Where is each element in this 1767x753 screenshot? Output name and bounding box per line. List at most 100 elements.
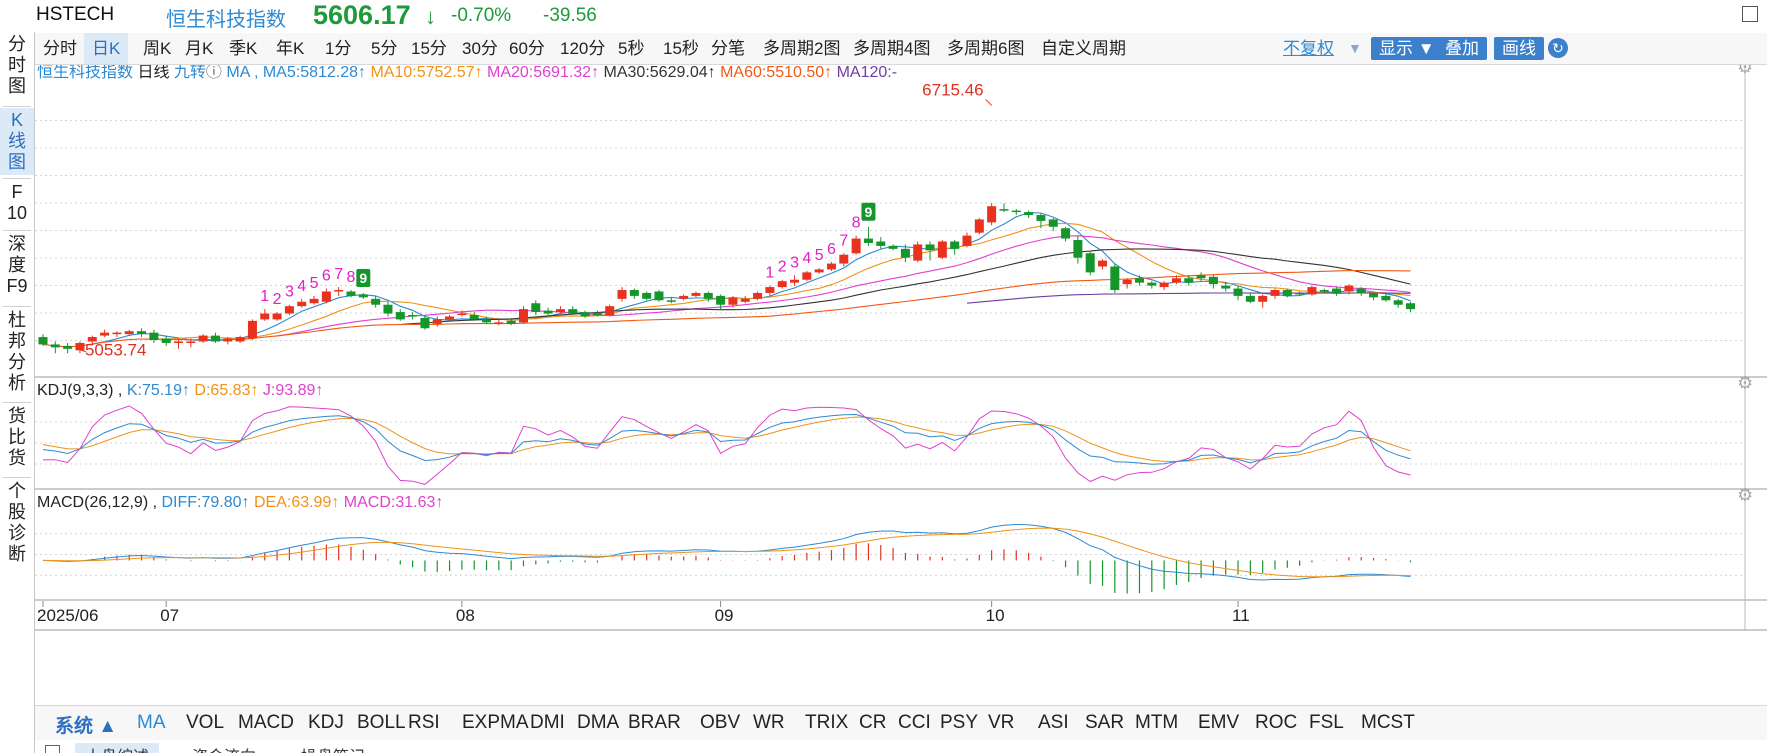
- system-indicator-select[interactable]: 系统 ▲: [55, 716, 118, 737]
- indicator-tab-cci[interactable]: CCI: [898, 712, 931, 733]
- x-axis-label: 08: [456, 606, 475, 625]
- sidebar-tab-dupont[interactable]: 杜 邦 分 析: [8, 310, 26, 393]
- indicator-tab-asi[interactable]: ASI: [1038, 712, 1069, 733]
- ma30-line: [400, 248, 1411, 326]
- candle-body: [1171, 278, 1181, 283]
- draw-line-button[interactable]: 画线: [1494, 37, 1544, 60]
- candle-body: [284, 306, 294, 314]
- indicator-tab-sar[interactable]: SAR: [1085, 712, 1125, 733]
- indicator-tab-fsl[interactable]: FSL: [1309, 712, 1344, 733]
- period-tab-1[interactable]: 日K: [84, 33, 129, 64]
- period-tab-2[interactable]: 周K: [143, 39, 172, 58]
- sidebar-tab-f9[interactable]: 深 度 F9: [6, 234, 28, 296]
- candle-body: [1147, 282, 1157, 286]
- candle-body: [198, 335, 208, 342]
- candle-body: [1208, 276, 1218, 285]
- period-tab-15[interactable]: 多周期2图: [763, 39, 841, 58]
- candle-body: [888, 245, 898, 249]
- period-tab-14[interactable]: 分笔: [711, 39, 745, 58]
- period-tab-16[interactable]: 多周期4图: [853, 39, 931, 58]
- sidebar-tab-kline[interactable]: K 线 图: [0, 108, 34, 175]
- indicator-tab-vr[interactable]: VR: [988, 712, 1015, 733]
- index-name[interactable]: 恒生科技指数: [166, 9, 286, 31]
- overlay-button[interactable]: 叠加: [1437, 37, 1487, 60]
- period-tab-17[interactable]: 多周期6图: [947, 39, 1025, 58]
- candle-body: [666, 300, 676, 302]
- footer-tab-0[interactable]: 大盘综述: [75, 743, 160, 753]
- symbol-code: HSTECH: [36, 4, 115, 25]
- indicator-tab-rsi[interactable]: RSI: [408, 712, 440, 733]
- ma20-line: [277, 235, 1411, 337]
- indicator-tab-brar[interactable]: BRAR: [628, 712, 681, 733]
- period-tab-4[interactable]: 季K: [229, 39, 258, 58]
- indicator-tab-psy[interactable]: PSY: [940, 712, 979, 733]
- footer-checkbox[interactable]: [45, 745, 60, 753]
- period-tab-5[interactable]: 年K: [276, 39, 305, 58]
- candle-body: [494, 322, 504, 324]
- indicator-tab-dma[interactable]: DMA: [577, 712, 620, 733]
- sidebar-tab-fenshi[interactable]: 分 时 图: [8, 34, 26, 96]
- period-tab-3[interactable]: 月K: [185, 39, 214, 58]
- price-annotation: 6715.46: [922, 80, 983, 99]
- window-toggle-icon[interactable]: [1742, 6, 1758, 22]
- sidebar-tab-diagnosis[interactable]: 个 股 诊 断: [8, 481, 26, 564]
- period-tab-0[interactable]: 分时: [43, 39, 77, 58]
- legend-jiuzhuan: 九转: [174, 65, 206, 81]
- indicator-tab-obv[interactable]: OBV: [700, 712, 741, 733]
- period-tab-8[interactable]: 15分: [411, 39, 447, 58]
- period-tab-13[interactable]: 15秒: [663, 39, 699, 58]
- indicator-tab-ma[interactable]: MA: [137, 712, 166, 733]
- candle-body: [962, 235, 972, 246]
- period-tab-18[interactable]: 自定义周期: [1041, 39, 1126, 58]
- sidebar-separator: [3, 402, 31, 403]
- td-count: 3: [790, 254, 799, 271]
- refresh-icon[interactable]: ↻: [1548, 38, 1568, 58]
- candle-body: [913, 244, 923, 261]
- period-tab-12[interactable]: 5秒: [618, 39, 645, 58]
- indicator-tab-vol[interactable]: VOL: [186, 712, 225, 733]
- indicator-tab-wr[interactable]: WR: [753, 712, 785, 733]
- period-tab-6[interactable]: 1分: [325, 39, 352, 58]
- indicator-tab-expma[interactable]: EXPMA: [462, 712, 529, 733]
- period-tab-11[interactable]: 120分: [560, 39, 606, 58]
- kdj-title: KDJ(9,3,3) ,: [37, 382, 127, 399]
- indicator-tab-emv[interactable]: EMV: [1198, 712, 1240, 733]
- candle-body: [950, 241, 960, 249]
- candle-body: [1381, 295, 1391, 301]
- indicator-tab-boll[interactable]: BOLL: [357, 712, 406, 733]
- indicator-tab-trix[interactable]: TRIX: [805, 712, 849, 733]
- indicator-tab-mtm[interactable]: MTM: [1135, 712, 1179, 733]
- footer-tab-1[interactable]: 资金流向: [192, 743, 256, 753]
- candle-body: [555, 309, 565, 313]
- candle-body: [1406, 303, 1416, 310]
- period-tab-9[interactable]: 30分: [462, 39, 498, 58]
- legend-ma-1: MA10:5752.57↑: [370, 65, 487, 81]
- indicator-tab-macd[interactable]: MACD: [238, 712, 294, 733]
- indicator-tab-cr[interactable]: CR: [859, 712, 887, 733]
- candle-body: [149, 332, 159, 341]
- period-tab-10[interactable]: 60分: [509, 39, 545, 58]
- period-tab-7[interactable]: 5分: [371, 39, 398, 58]
- candle-body: [309, 298, 319, 304]
- indicator-tab-mcst[interactable]: MCST: [1361, 712, 1415, 733]
- candle-body: [1307, 287, 1317, 295]
- indicator-tab-kdj[interactable]: KDJ: [308, 712, 344, 733]
- indicator-tab-dmi[interactable]: DMI: [530, 712, 565, 733]
- sidebar-separator: [3, 106, 31, 107]
- indicator-tab-roc[interactable]: ROC: [1255, 712, 1298, 733]
- sidebar-tab-compare[interactable]: 货 比 货: [8, 406, 26, 468]
- kdj-legend-0: K:75.19↑: [127, 382, 195, 399]
- show-button[interactable]: 显示 ▼: [1371, 37, 1443, 60]
- candle-body: [1258, 295, 1268, 302]
- fuquan-select[interactable]: 不复权: [1283, 39, 1334, 58]
- kdj-k-line: [42, 413, 1411, 465]
- footer-tab-2[interactable]: 操盘笔记: [301, 743, 365, 753]
- candle-body: [1221, 285, 1231, 289]
- sidebar-tab-f10[interactable]: F 10: [6, 182, 28, 223]
- candle-body: [543, 310, 553, 314]
- td-count: 4: [297, 278, 306, 295]
- fuquan-dropdown-icon[interactable]: ▼: [1348, 40, 1362, 56]
- candle-body: [876, 241, 886, 246]
- legend-period: 日线: [137, 65, 173, 81]
